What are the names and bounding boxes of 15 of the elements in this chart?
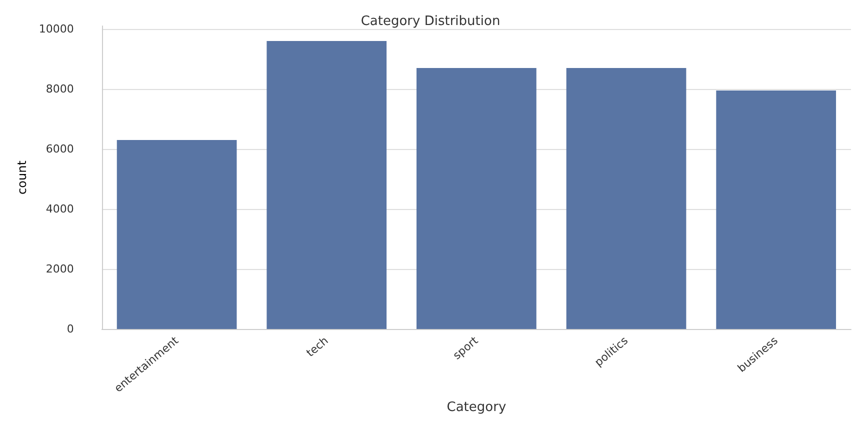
bar — [566, 68, 686, 330]
chart-title: Category Distribution — [360, 14, 500, 29]
y-tick-label: 8000 — [46, 82, 74, 96]
x-tick-label: tech — [304, 334, 331, 360]
y-tick-label: 6000 — [46, 142, 74, 156]
bar — [116, 140, 237, 330]
y-axis-title: count — [15, 160, 29, 194]
y-tick-label: 4000 — [46, 202, 74, 216]
x-axis-title: Category — [446, 400, 506, 415]
y-tick-label: 2000 — [46, 262, 74, 276]
y-tick-label: 10000 — [38, 22, 74, 36]
y-tick-label: 0 — [66, 322, 74, 336]
bar — [416, 68, 536, 330]
bar — [266, 41, 387, 330]
bar — [716, 90, 836, 330]
